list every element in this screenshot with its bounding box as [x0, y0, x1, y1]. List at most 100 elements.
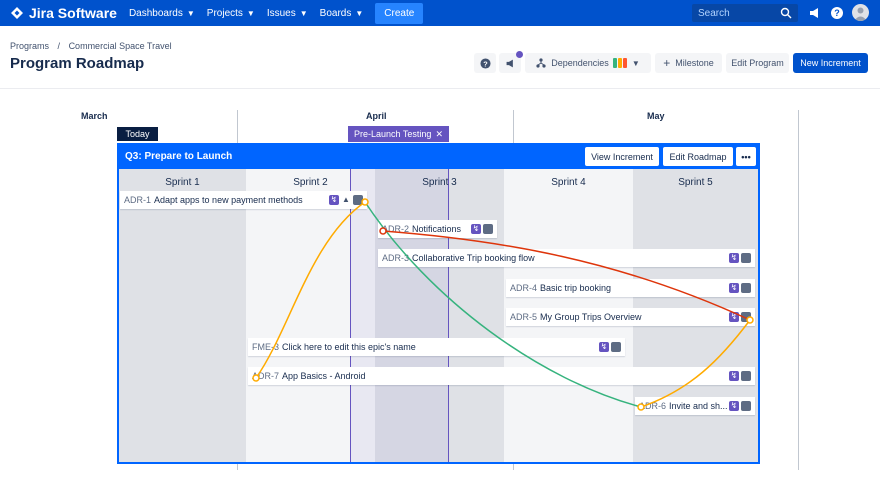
help-icon[interactable]: ? — [830, 6, 844, 20]
epic-badges: ↯ — [727, 371, 751, 381]
nav-issues[interactable]: Issues ▼ — [267, 8, 308, 19]
dependency-color-red — [622, 58, 627, 68]
view-increment-button[interactable]: View Increment — [585, 147, 659, 166]
dependency-endpoint — [637, 403, 645, 411]
month-march: March — [81, 111, 108, 121]
epic-badges: ↯ ▲ — [327, 195, 363, 205]
create-button[interactable]: Create — [375, 2, 424, 24]
dependencies-button[interactable]: Dependencies ▼ — [525, 53, 651, 73]
svg-text:?: ? — [483, 59, 488, 68]
nav-issues-label: Issues — [266, 7, 296, 19]
epic-bar[interactable]: ADR-5 My Group Trips Overview ↯ — [506, 308, 755, 326]
announcements-button[interactable] — [499, 53, 521, 73]
sprint-label: Sprint 3 — [422, 177, 457, 188]
epic-name: My Group Trips Overview — [540, 312, 642, 322]
team-icon — [741, 401, 751, 411]
nav-dashboards-label: Dashboards — [128, 7, 183, 19]
team-icon — [741, 312, 751, 322]
milestone-highlight — [350, 169, 449, 462]
sprint-label: Sprint 4 — [551, 177, 586, 188]
breadcrumb-separator: / — [57, 41, 61, 51]
milestone-marker-label: Pre-Launch Testing — [354, 129, 432, 139]
dependency-color-yellow — [617, 58, 622, 68]
sprint-column — [375, 169, 504, 462]
sprint-label: Sprint 1 — [165, 177, 200, 188]
edit-roadmap-button[interactable]: Edit Roadmap — [663, 147, 733, 166]
dependency-color-green — [612, 58, 617, 68]
breadcrumb: Programs / Commercial Space Travel — [10, 41, 178, 51]
plus-icon: + — [663, 56, 671, 70]
epic-bar[interactable]: ADR-7 App Basics - Android ↯ — [248, 367, 755, 385]
svg-text:?: ? — [834, 8, 840, 18]
epic-badges: ↯ — [727, 401, 751, 411]
epic-bar[interactable]: ADR-4 Basic trip booking ↯ — [506, 279, 755, 297]
breadcrumb-program[interactable]: Commercial Space Travel — [68, 41, 172, 51]
chevron-down-icon: ▼ — [246, 8, 255, 18]
epic-key: FME-3 — [252, 342, 279, 352]
more-options-button[interactable]: ••• — [736, 147, 756, 166]
nav-projects-label: Projects — [206, 7, 243, 19]
increment-header: Q3: Prepare to Launch View Increment Edi… — [119, 145, 758, 169]
megaphone-icon[interactable] — [808, 6, 822, 20]
team-icon — [483, 224, 493, 234]
megaphone-icon — [506, 59, 513, 67]
team-icon — [611, 342, 621, 352]
team-icon — [353, 195, 363, 205]
milestone-button[interactable]: + Milestone — [655, 53, 722, 73]
epic-bar[interactable]: ADR-1 Adapt apps to new payment methods ↯… — [120, 191, 367, 209]
new-increment-button[interactable]: New Increment — [793, 53, 868, 73]
sprint-label: Sprint 5 — [678, 177, 713, 188]
epic-icon: ↯ — [599, 342, 609, 352]
dependency-endpoint — [746, 316, 754, 324]
search-input[interactable]: Search — [692, 4, 798, 22]
epic-badges: ↯ — [469, 224, 493, 234]
epic-name: App Basics - Android — [282, 371, 366, 381]
nav-dashboards[interactable]: Dashboards ▼ — [129, 8, 195, 19]
app-name: Jira Software — [29, 5, 117, 21]
epic-badges: ↯ — [727, 283, 751, 293]
close-icon[interactable]: ✕ — [435, 128, 443, 139]
chevron-down-icon: ▼ — [355, 8, 364, 18]
epic-badges: ↯ — [597, 342, 621, 352]
month-divider — [798, 110, 799, 470]
dependency-line-red[interactable] — [382, 230, 751, 321]
help-button[interactable]: ? — [474, 53, 496, 73]
dependency-line-green[interactable] — [364, 201, 642, 408]
epic-badges: ↯ — [727, 253, 751, 263]
epic-name: Invite and sh... — [669, 401, 728, 411]
breadcrumb-programs[interactable]: Programs — [10, 41, 50, 51]
search-placeholder: Search — [698, 7, 730, 19]
sprint-column — [119, 169, 246, 462]
team-icon — [741, 283, 751, 293]
nav-projects[interactable]: Projects ▼ — [207, 8, 255, 19]
epic-bar[interactable]: ADR-6 Invite and sh... ↯ — [635, 397, 755, 415]
milestone-marker[interactable]: Pre-Launch Testing ✕ — [348, 126, 449, 142]
epic-key: ADR-5 — [510, 312, 538, 322]
milestone-label: Milestone — [675, 58, 714, 68]
dependencies-label: Dependencies — [551, 58, 609, 68]
epic-name: Basic trip booking — [540, 283, 612, 293]
dependencies-icon: ▲ — [342, 195, 350, 204]
dependency-line-yellow[interactable] — [640, 319, 751, 408]
epic-bar[interactable]: FME-3 Click here to edit this epic's name… — [248, 338, 625, 356]
epic-key: ADR-2 — [382, 224, 410, 234]
epic-icon: ↯ — [729, 253, 739, 263]
search-icon — [780, 7, 792, 19]
user-avatar[interactable] — [852, 4, 869, 21]
month-april: April — [366, 111, 387, 121]
dependency-colors — [612, 58, 628, 68]
jira-logo[interactable]: Jira Software — [10, 5, 117, 21]
nav-boards[interactable]: Boards ▼ — [320, 8, 364, 19]
epic-name: Click here to edit this epic's name — [282, 342, 416, 352]
epic-key: ADR-4 — [510, 283, 538, 293]
epic-name: Collaborative Trip booking flow — [412, 253, 535, 263]
increment-title: Q3: Prepare to Launch — [125, 151, 233, 162]
dependency-endpoint — [379, 227, 387, 235]
edit-program-button[interactable]: Edit Program — [726, 53, 789, 73]
today-marker: Today — [117, 127, 158, 141]
dependency-line-yellow[interactable] — [255, 201, 366, 379]
page-title: Program Roadmap — [10, 55, 145, 72]
team-icon — [741, 371, 751, 381]
dependency-endpoint — [252, 374, 260, 382]
